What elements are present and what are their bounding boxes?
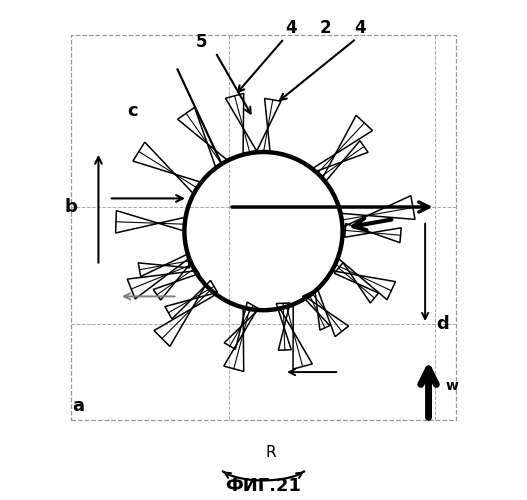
Text: c: c: [128, 102, 138, 119]
Text: 5: 5: [196, 33, 207, 51]
Text: 2: 2: [319, 19, 331, 37]
Text: w: w: [446, 379, 458, 393]
Text: ФИГ.21: ФИГ.21: [226, 476, 301, 494]
Text: R: R: [265, 446, 276, 460]
Text: b: b: [64, 198, 77, 216]
Text: d: d: [436, 315, 448, 333]
Text: 4: 4: [354, 19, 366, 37]
Text: 4: 4: [285, 19, 297, 37]
Bar: [71, 35, 456, 420]
Text: a: a: [72, 398, 84, 415]
